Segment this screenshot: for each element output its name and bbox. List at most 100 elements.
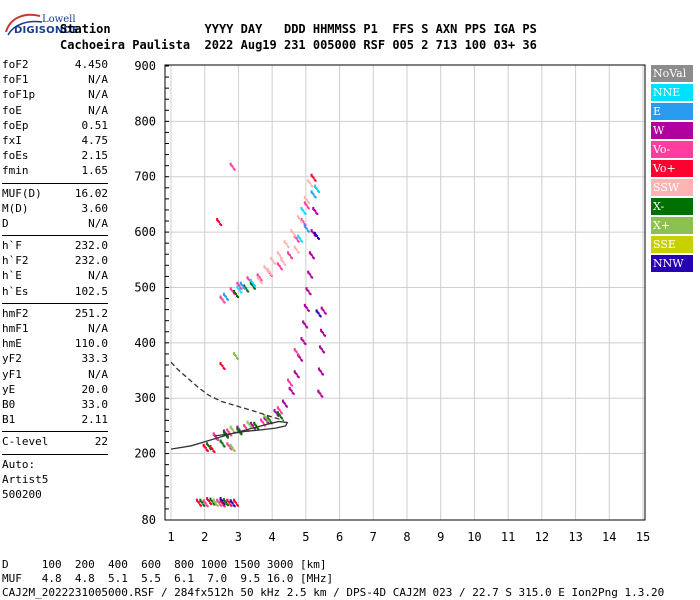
echo-point <box>276 407 279 410</box>
y-tick-label: 700 <box>134 170 156 184</box>
echo-point <box>225 435 228 438</box>
echo-point <box>216 219 219 222</box>
echo-point <box>279 267 282 270</box>
param-label: yF1 <box>2 367 22 381</box>
echo-point <box>229 426 232 429</box>
echo-point <box>229 500 232 503</box>
x-tick-label: 2 <box>201 530 208 544</box>
echo-point <box>229 444 232 447</box>
header-values: Cachoeira Paulista 2022 Aug19 231 005000… <box>60 38 537 52</box>
echo-point <box>256 274 259 277</box>
echo-point <box>296 239 299 242</box>
echo-point <box>229 288 232 291</box>
echo-point <box>246 421 249 424</box>
param-label: fmin <box>2 164 29 178</box>
echo-point <box>246 289 249 292</box>
param-value: N/A <box>88 367 108 381</box>
param-value: 110.0 <box>74 337 108 351</box>
echo-point <box>319 346 322 349</box>
echo-point <box>263 417 266 420</box>
param-value: 1.65 <box>81 164 109 178</box>
echo-point <box>320 307 323 310</box>
logo-line1: Lowell <box>42 14 76 25</box>
param-row-hmf1: hmF1 N/A <box>2 322 108 337</box>
param-label: foEp <box>2 118 29 132</box>
echo-point <box>318 314 321 317</box>
param-value: 2.11 <box>81 413 109 427</box>
echo-point <box>310 275 313 278</box>
divider <box>2 453 108 455</box>
param-row-mufd: MUF(D) 16.02 <box>2 187 108 202</box>
x-tick-label: 7 <box>370 530 377 544</box>
echo-point <box>263 415 266 418</box>
x-tick-label: 15 <box>636 530 650 544</box>
param-row-fof1p: foF1p N/A <box>2 88 108 103</box>
param-row-foep: foEp 0.51 <box>2 119 108 134</box>
echo-point <box>321 372 324 375</box>
echo-point <box>293 371 296 374</box>
param-row-fmin: fmin 1.65 <box>2 164 108 179</box>
header-labels: Station YYYY DAY DDD HHMMSS P1 FFS S AXN… <box>60 22 537 36</box>
param-row-hmf2: hmF2 251.2 <box>2 307 108 322</box>
divider <box>2 235 108 237</box>
param-label: fxI <box>2 133 22 147</box>
echo-point <box>232 167 235 170</box>
param-label: yF2 <box>2 352 22 366</box>
y-tick-label: 200 <box>134 447 156 461</box>
y-tick-label: 900 <box>134 59 156 73</box>
param-label: foEs <box>2 149 29 163</box>
echo-point <box>313 185 316 188</box>
param-label: hmF2 <box>2 306 29 320</box>
param-row-ye: yE 20.0 <box>2 383 108 398</box>
profile-curves <box>170 361 289 450</box>
param-value: N/A <box>88 88 108 102</box>
param-value: N/A <box>88 322 108 335</box>
echo-point <box>232 448 235 451</box>
echo-point <box>232 430 235 433</box>
param-label: D <box>2 216 9 230</box>
auto-label: Auto: <box>2 457 36 471</box>
echo-point <box>306 206 309 209</box>
echo-point <box>233 291 236 293</box>
footer: D 100 200 400 600 800 1000 1500 3000 [km… <box>2 558 700 600</box>
echo-point <box>236 357 239 360</box>
legend-item-vo: Vo- <box>651 141 693 158</box>
x-tick-label: 13 <box>568 530 582 544</box>
echo-point <box>232 504 235 507</box>
echo-point <box>246 277 249 280</box>
param-value: 251.2 <box>74 306 108 320</box>
echo-point <box>236 286 239 289</box>
echo-point <box>310 184 313 187</box>
param-label: foF2 <box>2 58 29 71</box>
echo-point <box>308 292 311 295</box>
echo-point <box>303 342 306 345</box>
echo-point <box>303 225 306 228</box>
echo-point <box>300 219 303 222</box>
echo-point <box>323 311 326 314</box>
echo-point <box>290 383 292 386</box>
echo-point <box>233 353 236 356</box>
echo-point <box>226 499 229 502</box>
divider <box>2 182 108 184</box>
param-row-hf: h`F 232.0 <box>2 239 108 254</box>
parameter-panel: foF2 4.450 foF1 N/A foF1p N/A foE N/A foEp 0.51 fx… <box>2 58 108 503</box>
echo-point <box>256 277 259 280</box>
echo-point <box>222 504 225 507</box>
echo-point <box>236 295 239 297</box>
echo-point <box>222 444 225 447</box>
y-axis-ticks: 80 200 300 400 500 600 700 800 900 <box>134 59 169 527</box>
echo-point <box>205 504 208 507</box>
echo-point <box>293 349 296 352</box>
echo-point <box>276 263 279 266</box>
muf-row: MUF 4.8 4.8 5.1 5.5 6.1 7.0 9.5 16.0 [MH… <box>2 572 334 585</box>
echo-point <box>303 202 306 205</box>
echo-point <box>222 431 225 434</box>
legend-item-nnw: NNW <box>651 255 693 272</box>
x-axis-ticks: 1 2 3 4 5 6 7 8 9 10 11 12 13 14 15 <box>167 530 650 544</box>
echo-point <box>287 379 289 382</box>
param-label: MUF(D) <box>2 186 42 200</box>
param-value: 232.0 <box>74 239 108 253</box>
echo-point <box>281 400 284 403</box>
param-group-confidence: C-level 22 <box>2 435 108 450</box>
